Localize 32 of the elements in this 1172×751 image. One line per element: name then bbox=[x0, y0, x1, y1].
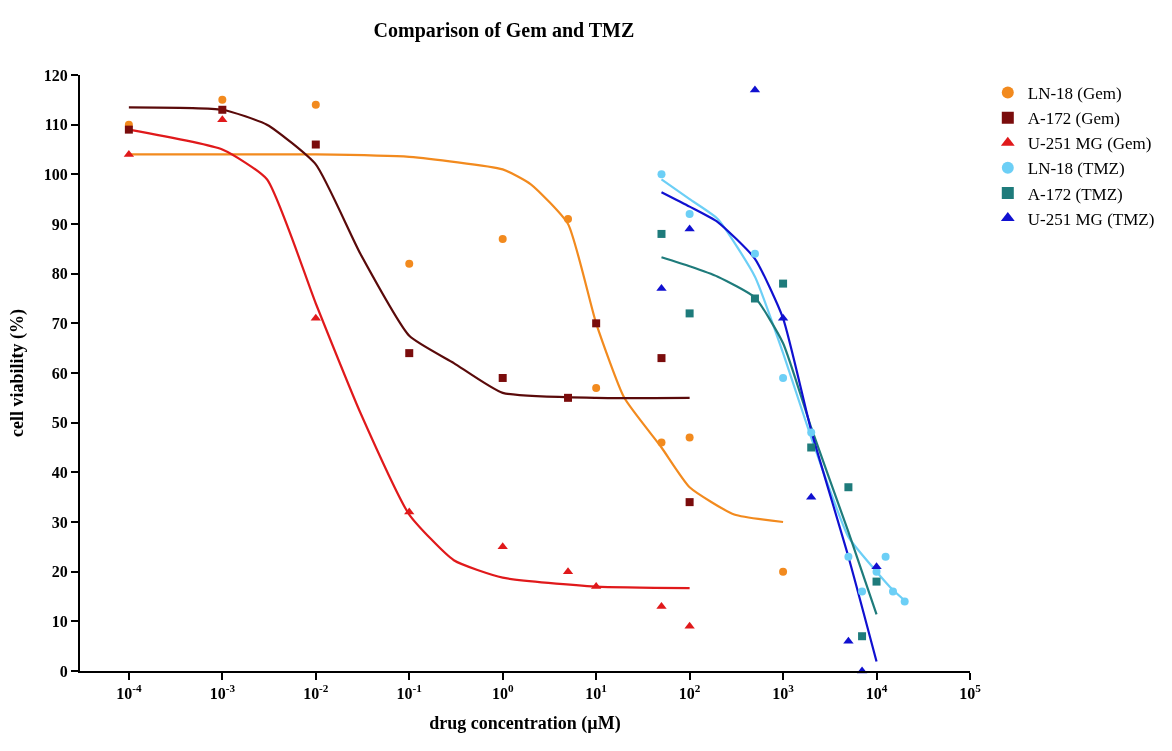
legend-label: A-172 (Gem) bbox=[1027, 109, 1120, 129]
y-tick-label: 10 bbox=[51, 612, 68, 630]
x-tick-label: 10$^{-4}$ bbox=[116, 682, 142, 703]
y-tick-label: 60 bbox=[51, 364, 68, 382]
legend-label: U-251 MG (Gem) bbox=[1027, 134, 1152, 154]
legend-label: LN-18 (Gem) bbox=[1027, 84, 1122, 104]
y-tick-label: 20 bbox=[51, 563, 68, 581]
y-tick-label: 50 bbox=[51, 414, 68, 432]
y-tick-label: 70 bbox=[51, 314, 68, 332]
y-tick-label: 0 bbox=[59, 662, 68, 680]
x-tick-label: 10$^{-1}$ bbox=[396, 682, 423, 703]
legend-label: A-172 (TMZ) bbox=[1027, 184, 1123, 204]
y-tick-label: 120 bbox=[43, 66, 68, 84]
y-tick-label: 90 bbox=[51, 215, 68, 233]
y-axis-title: cell viability (%) bbox=[7, 309, 29, 437]
chart-title: Comparison of Gem and TMZ bbox=[373, 18, 635, 42]
y-tick-label: 110 bbox=[44, 116, 68, 134]
y-tick-label: 30 bbox=[51, 513, 68, 531]
x-tick-label: 10$^{5}$ bbox=[959, 682, 982, 703]
legend-label: U-251 MG (TMZ) bbox=[1027, 209, 1155, 229]
x-tick-label: 10$^{0}$ bbox=[491, 682, 514, 703]
x-tick-label: 10$^{-3}$ bbox=[209, 682, 236, 703]
x-tick-label: 10$^{4}$ bbox=[865, 682, 888, 703]
x-axis-title: drug concentration (µM) bbox=[429, 712, 621, 734]
x-tick-label: 10$^{-2}$ bbox=[303, 682, 329, 703]
y-tick-label: 40 bbox=[51, 463, 68, 481]
legend-label: LN-18 (TMZ) bbox=[1027, 159, 1125, 179]
x-tick-label: 10$^{1}$ bbox=[585, 682, 608, 703]
y-tick-label: 80 bbox=[51, 265, 68, 283]
x-tick-label: 10$^{3}$ bbox=[772, 682, 795, 703]
x-tick-label: 10$^{2}$ bbox=[678, 682, 701, 703]
y-tick-label: 100 bbox=[43, 165, 68, 183]
